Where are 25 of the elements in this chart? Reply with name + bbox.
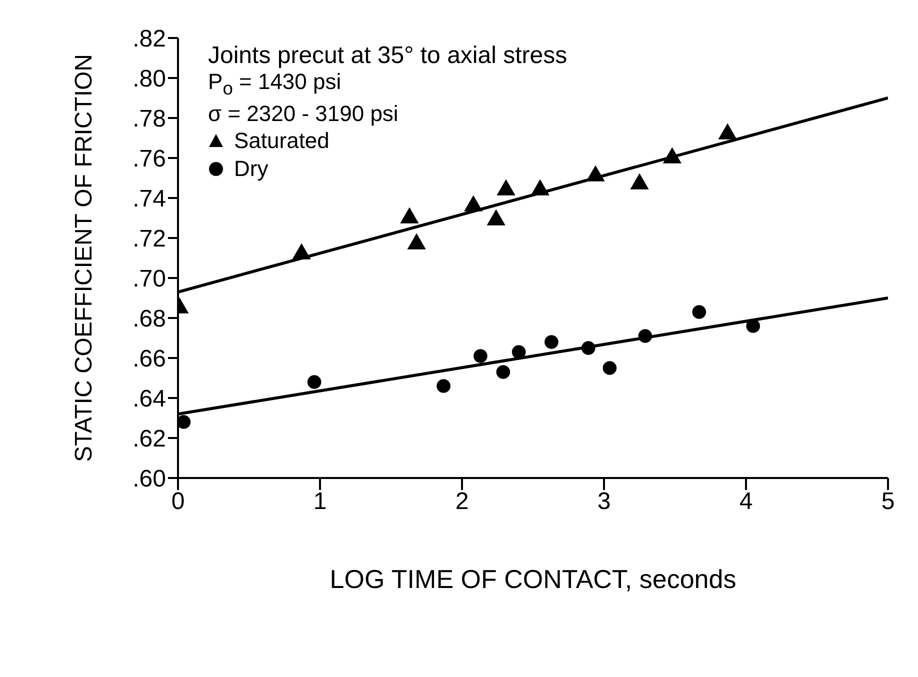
y-tick-label: .68 — [132, 306, 166, 333]
legend-label: Saturated — [234, 127, 330, 156]
legend-label: Dry — [234, 155, 268, 184]
y-tick-label: .70 — [132, 266, 166, 293]
x-tick-label: 4 — [739, 488, 753, 516]
y-axis-title: STATIC COEFFICIENT OF FRICTION — [70, 54, 98, 462]
y-tick-label: .62 — [132, 426, 166, 453]
annotation: P$_{o}$ = 1430 psi — [208, 69, 342, 100]
annotation: σ = 2320 - 3190 psi — [208, 101, 400, 128]
y-tick-label: .74 — [132, 186, 166, 213]
y-tick-label: .60 — [132, 466, 166, 493]
y-tick-label: .64 — [132, 386, 166, 413]
x-tick-label: 0 — [171, 488, 185, 516]
y-tick-label: .76 — [132, 146, 166, 173]
y-tick-label: .80 — [132, 66, 166, 93]
y-tick-label: .78 — [132, 106, 166, 133]
x-axis-title: LOG TIME OF CONTACT, seconds — [330, 564, 736, 594]
annotation: Joints precut at 35° to axial stress — [208, 42, 568, 69]
x-tick-label: 5 — [881, 488, 895, 516]
x-tick-label: 2 — [455, 488, 469, 516]
x-tick-label: 3 — [597, 488, 611, 516]
y-tick-label: .66 — [132, 346, 166, 373]
y-tick-label: .72 — [132, 226, 166, 253]
x-tick-label: 1 — [313, 488, 327, 516]
y-tick-label: .82 — [132, 26, 166, 53]
